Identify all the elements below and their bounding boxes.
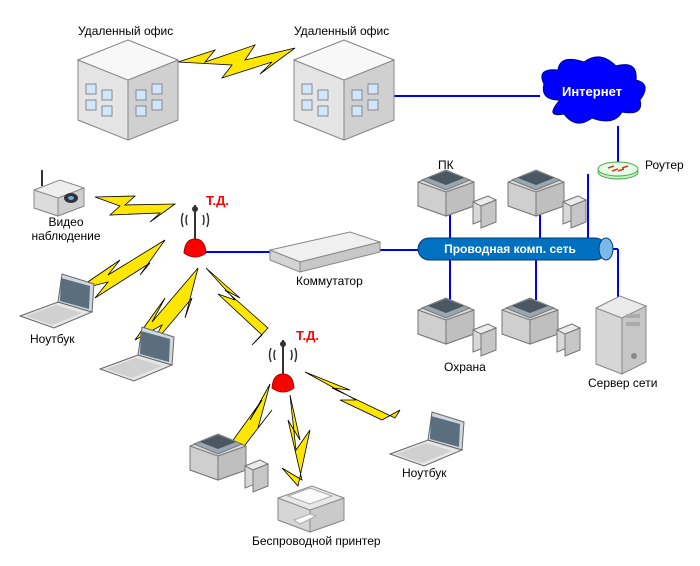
camera-label: Видео наблюдение: [24, 216, 108, 244]
pc2-icon: [508, 170, 586, 228]
office2-label: Удаленный офис: [294, 24, 389, 38]
laptop2-icon: [100, 327, 174, 381]
router-icon: [598, 162, 638, 179]
ap1-label: Т.Д.: [206, 193, 229, 208]
printer-icon: [278, 486, 344, 532]
printer-label: Беспроводной принтер: [252, 534, 381, 548]
ap2-label: Т.Д.: [296, 328, 319, 343]
router-label: Роутер: [645, 158, 684, 172]
laptop1-icon: [20, 274, 94, 328]
pc-label: ПК: [438, 158, 454, 172]
office2-icon: [294, 40, 394, 140]
network-bus: Проводная комп. сеть: [418, 238, 613, 260]
security-label: Охрана: [444, 360, 486, 374]
switch-label: Коммутатор: [296, 274, 363, 288]
ap2-icon: [270, 340, 297, 392]
ap1-icon: [182, 205, 209, 257]
switch-icon: [270, 232, 380, 272]
pc4-icon: [502, 298, 580, 356]
laptop3-icon: [390, 412, 464, 466]
laptop2-label: Ноутбук: [402, 466, 447, 480]
bus-label: Проводная комп. сеть: [444, 242, 576, 256]
network-diagram: Проводная комп. сеть Интернет Удаленный …: [0, 0, 700, 566]
laptop1-label: Ноутбук: [30, 332, 75, 346]
server-icon: [596, 296, 646, 374]
camera-icon: [34, 170, 84, 216]
pc1-icon: [418, 170, 496, 228]
server-label: Сервер сети: [588, 376, 657, 390]
office1-icon: [78, 40, 178, 140]
internet-label: Интернет: [562, 84, 622, 99]
internet-cloud: Интернет: [542, 57, 645, 123]
office1-label: Удаленный офис: [78, 24, 173, 38]
pc3-icon: [418, 298, 496, 356]
pc5-icon: [190, 434, 268, 492]
